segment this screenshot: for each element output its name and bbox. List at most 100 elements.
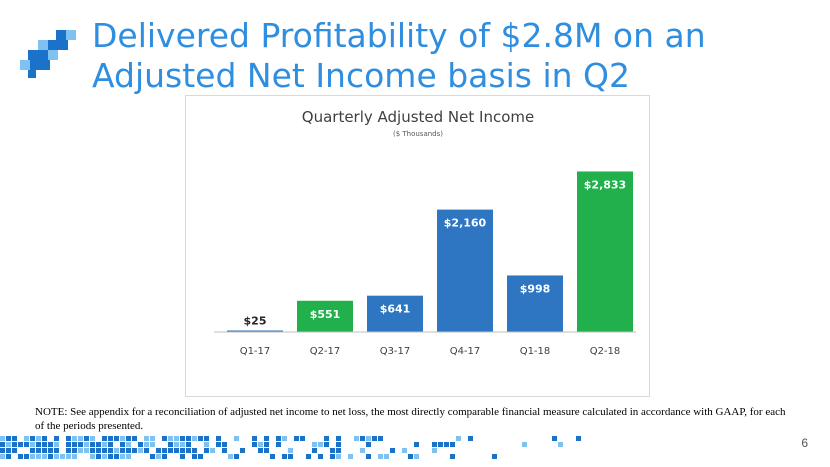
footer-square — [126, 448, 131, 453]
footer-square — [168, 436, 173, 441]
x-tick-label-q1-18: Q1-18 — [520, 346, 551, 357]
footer-square — [66, 436, 71, 441]
footer-square — [6, 436, 11, 441]
footer-square — [168, 448, 173, 453]
footer-square — [252, 442, 257, 447]
footer-square — [336, 442, 341, 447]
footer-square — [6, 442, 11, 447]
data-label-q1-17: $25 — [244, 315, 267, 328]
footer-square — [354, 436, 359, 441]
footer-square — [96, 442, 101, 447]
footer-square — [408, 454, 413, 459]
footer-square — [78, 436, 83, 441]
footer-square — [204, 436, 209, 441]
footer-square — [24, 442, 29, 447]
footer-square — [378, 454, 383, 459]
footer-square — [72, 442, 77, 447]
footer-square — [276, 442, 281, 447]
footer-square — [36, 436, 41, 441]
footer-square — [6, 448, 11, 453]
footer-square — [90, 454, 95, 459]
footer-square — [0, 448, 5, 453]
x-tick-label-q1-17: Q1-17 — [240, 346, 271, 357]
footer-square — [324, 442, 329, 447]
footer-square — [78, 448, 83, 453]
footer-square — [84, 448, 89, 453]
footer-square — [150, 454, 155, 459]
footer-square — [552, 436, 557, 441]
footer-square — [150, 442, 155, 447]
footer-square — [0, 442, 5, 447]
footer-square — [150, 436, 155, 441]
footer-square — [336, 454, 341, 459]
footer-square — [48, 442, 53, 447]
bar-q2-18 — [577, 171, 633, 332]
footer-square — [432, 448, 437, 453]
footer-square — [36, 442, 41, 447]
chart-subtitle: ($ Thousands) — [393, 130, 443, 138]
footer-square — [240, 448, 245, 453]
footer-square — [288, 448, 293, 453]
data-label-q2-17: $551 — [310, 308, 341, 321]
footer-square — [96, 448, 101, 453]
x-tick-label-q4-17: Q4-17 — [450, 346, 481, 357]
footer-square — [84, 436, 89, 441]
footer-square — [162, 448, 167, 453]
footer-square — [108, 442, 113, 447]
footer-square — [432, 442, 437, 447]
footer-square — [366, 436, 371, 441]
footer-square — [162, 454, 167, 459]
footer-square — [402, 448, 407, 453]
footer-square — [72, 436, 77, 441]
footer-square — [264, 448, 269, 453]
chart-title: Quarterly Adjusted Net Income — [302, 108, 534, 126]
footer-square — [180, 448, 185, 453]
footer-square — [30, 436, 35, 441]
footer-square — [120, 448, 125, 453]
footer-square — [138, 448, 143, 453]
footer-square — [372, 436, 377, 441]
footer-square — [330, 454, 335, 459]
data-label-q2-18: $2,833 — [584, 178, 626, 191]
footer-square — [114, 436, 119, 441]
footer-square — [450, 442, 455, 447]
footer-square — [324, 436, 329, 441]
footer-square — [186, 442, 191, 447]
footer-square — [174, 436, 179, 441]
footer-square — [0, 454, 5, 459]
footer-square — [162, 436, 167, 441]
footer-square — [120, 442, 125, 447]
footer-square — [54, 448, 59, 453]
footer-square — [126, 442, 131, 447]
footer-square — [180, 436, 185, 441]
footer-square — [192, 448, 197, 453]
footer-square — [48, 448, 53, 453]
footer-square — [90, 436, 95, 441]
footer-square — [54, 454, 59, 459]
chart-container: Quarterly Adjusted Net Income ($ Thousan… — [185, 95, 650, 397]
footer-square — [66, 448, 71, 453]
bar-q2-17 — [297, 300, 353, 332]
footer-square — [276, 436, 281, 441]
footer-square — [252, 436, 257, 441]
footer-square — [102, 442, 107, 447]
bar-q1-17 — [227, 330, 283, 332]
footer-square — [18, 442, 23, 447]
footer-square — [414, 442, 419, 447]
footer-square — [210, 448, 215, 453]
footer-square — [384, 454, 389, 459]
footer-square — [126, 436, 131, 441]
footer-square — [336, 448, 341, 453]
footer-square — [414, 454, 419, 459]
footer-square — [456, 436, 461, 441]
footer-square — [234, 436, 239, 441]
footer-square — [360, 436, 365, 441]
footer-square — [36, 448, 41, 453]
footer-square — [318, 442, 323, 447]
footer-square — [174, 448, 179, 453]
x-tick-label-q3-17: Q3-17 — [380, 346, 411, 357]
footer-square — [204, 448, 209, 453]
footer-square — [42, 454, 47, 459]
footer-square — [72, 448, 77, 453]
footer-square — [42, 436, 47, 441]
